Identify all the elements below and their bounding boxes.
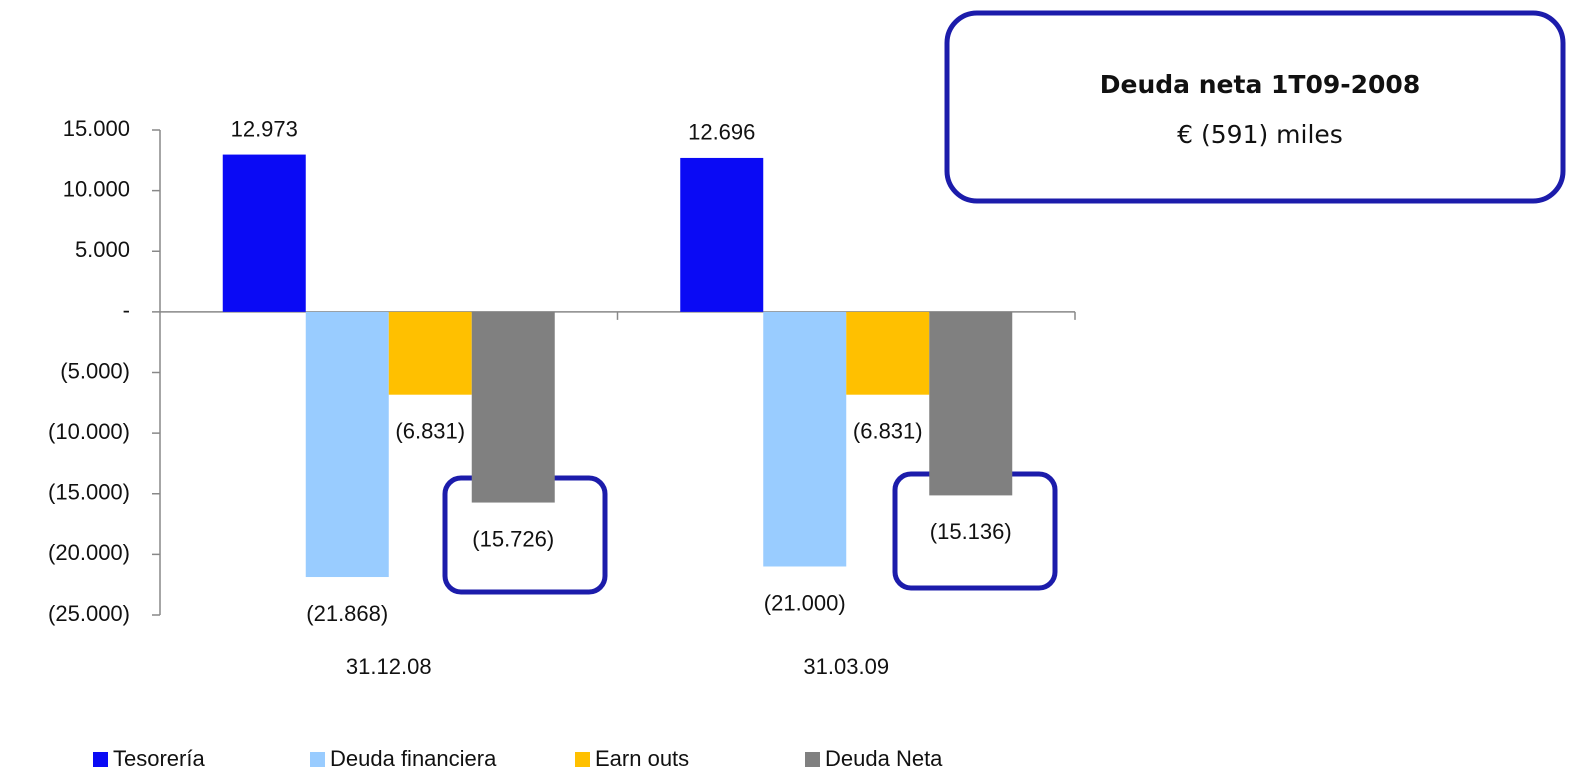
legend-label: Deuda financiera: [330, 746, 497, 771]
data-label: (21.868): [306, 601, 388, 626]
bar: [471, 311, 555, 503]
data-label: 12.696: [688, 120, 755, 145]
y-tick-label: (25.000): [48, 601, 130, 626]
bar: [680, 157, 764, 312]
data-label: (6.831): [853, 419, 923, 444]
bar: [929, 311, 1013, 496]
bar: [222, 154, 306, 312]
data-label: (15.726): [472, 526, 554, 551]
bar: [305, 311, 389, 578]
annotation-text: € (591) miles: [1177, 120, 1343, 149]
legend-label: Earn outs: [595, 746, 689, 771]
legend-swatch: [805, 752, 820, 767]
y-tick-label: (5.000): [60, 358, 130, 383]
y-tick-label: 10.000: [63, 176, 130, 201]
data-label: (6.831): [395, 419, 465, 444]
y-tick-label: (20.000): [48, 540, 130, 565]
legend-label: Deuda Neta: [825, 746, 943, 771]
annotation-title: Deuda neta 1T09-2008: [1100, 70, 1420, 99]
data-label: (21.000): [764, 590, 846, 615]
legend-swatch: [93, 752, 108, 767]
y-tick-label: (10.000): [48, 419, 130, 444]
bar: [763, 311, 847, 567]
bar: [846, 311, 930, 395]
legend-label: Tesorería: [113, 746, 205, 771]
y-tick-label: (15.000): [48, 480, 130, 505]
legend-swatch: [310, 752, 325, 767]
x-tick-label: 31.03.09: [803, 654, 889, 679]
x-tick-label: 31.12.08: [346, 654, 432, 679]
bar: [388, 311, 472, 395]
annotation-box: [944, 10, 1566, 204]
y-tick-label: 15.000: [63, 116, 130, 141]
data-label: 12.973: [231, 116, 298, 141]
y-tick-label: 5.000: [75, 237, 130, 262]
legend-swatch: [575, 752, 590, 767]
data-label: (15.136): [930, 519, 1012, 544]
y-tick-label: -: [123, 298, 130, 323]
